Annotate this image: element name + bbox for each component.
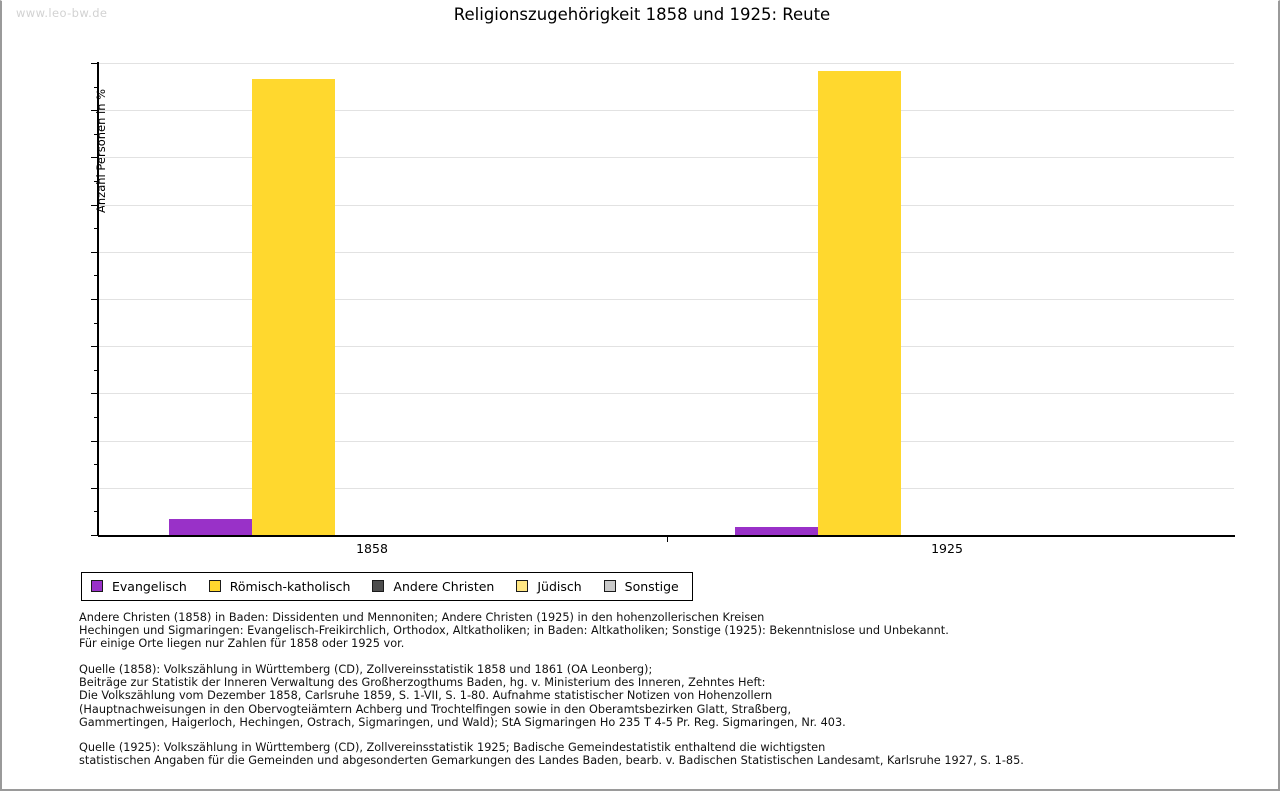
gridline — [99, 487, 1234, 489]
legend-label: Römisch-katholisch — [229, 578, 351, 594]
y-tick-minor — [94, 228, 99, 230]
bar-1925-0[interactable] — [734, 526, 818, 535]
legend-label: Jüdisch — [537, 578, 582, 594]
y-tick-minor — [94, 86, 99, 88]
gridline — [99, 393, 1234, 395]
y-tick-minor — [94, 322, 99, 324]
footnote-line: Hechingen und Sigmaringen: Evangelisch-F… — [79, 624, 949, 638]
x-axis-group-separator — [666, 535, 668, 542]
bar-1858-0[interactable] — [169, 518, 252, 535]
plot-area: Anzahl Personen in % 0102030405060708090… — [91, 62, 1235, 556]
gridline — [99, 251, 1234, 253]
legend-swatch-icon — [372, 580, 385, 592]
footnote-line: Quelle (1925): Volkszählung in Württembe… — [79, 741, 826, 754]
gridline — [99, 157, 1234, 159]
footnote-line: Die Volkszählung vom Dezember 1858, Carl… — [79, 689, 773, 703]
legend-swatch-icon — [516, 580, 529, 592]
footnote-line: Beiträge zur Statistik der Inneren Verwa… — [79, 676, 766, 690]
gridline — [99, 63, 1234, 64]
page-title: Religionszugehörigkeit 1858 und 1925: Re… — [453, 5, 831, 24]
footnote-line: Für einige Orte liegen nur Zahlen für 18… — [79, 637, 405, 651]
gridline — [99, 440, 1234, 442]
y-tick-minor — [94, 275, 99, 277]
legend-item-0[interactable]: Evangelisch — [91, 579, 187, 594]
y-tick-major — [91, 393, 99, 395]
y-tick-major — [91, 204, 99, 206]
footnote-line: statistischen Angaben für die Gemeinden … — [79, 754, 1024, 768]
footnote-source-1925: Quelle (1925): Volkszählung in Württembe… — [79, 741, 1024, 767]
y-tick-major — [91, 440, 99, 442]
y-tick-minor — [94, 369, 99, 371]
y-tick-minor — [94, 133, 99, 135]
legend-swatch-icon — [208, 580, 221, 592]
y-tick-major — [91, 346, 99, 348]
gridline — [99, 346, 1234, 348]
chart-legend: Evangelisch Römisch-katholisch Andere Chri… — [81, 572, 693, 601]
legend-item-2[interactable]: Andere Christen — [372, 579, 494, 594]
legend-item-1[interactable]: Römisch-katholisch — [208, 578, 351, 594]
y-tick-minor — [94, 511, 99, 513]
bar-1858-1[interactable] — [252, 79, 335, 535]
legend-label: Evangelisch — [112, 578, 187, 594]
watermark-label: www.leo-bw.de — [16, 6, 108, 20]
y-tick-major — [91, 535, 99, 536]
gridline — [99, 110, 1234, 112]
footnote-line: Quelle (1858): Volkszählung in Württembe… — [79, 663, 653, 676]
y-tick-major — [91, 487, 99, 489]
legend-swatch-icon — [603, 580, 616, 592]
gridline — [99, 204, 1234, 206]
legend-label: Sonstige — [624, 578, 679, 594]
y-tick-major — [91, 110, 99, 112]
y-tick-major — [91, 63, 99, 64]
legend-swatch-icon — [91, 580, 103, 592]
y-tick-major — [91, 157, 99, 159]
gridline — [99, 299, 1234, 300]
y-tick-minor — [94, 417, 99, 418]
x-group-label-1925: 1925 — [931, 541, 963, 556]
x-group-label-1858: 1858 — [356, 541, 388, 556]
y-tick-minor — [94, 181, 99, 182]
legend-item-3[interactable]: Jüdisch — [516, 578, 582, 594]
footnote-line: Gammertingen, Haigerloch, Hechingen, Ost… — [79, 715, 846, 729]
footnote-definitions: Andere Christen (1858) in Baden: Disside… — [79, 611, 949, 651]
footnote-line: Andere Christen (1858) in Baden: Disside… — [79, 611, 765, 624]
legend-label: Andere Christen — [393, 578, 495, 594]
footnote-line: (Hauptnachweisungen in den Obervogteiämt… — [79, 702, 792, 716]
y-tick-minor — [94, 464, 99, 466]
y-tick-major — [91, 251, 99, 253]
footnote-source-1858: Quelle (1858): Volkszählung in Württembe… — [79, 663, 846, 729]
bar-1925-1[interactable] — [817, 71, 901, 535]
legend-item-4[interactable]: Sonstige — [603, 578, 679, 594]
y-tick-major — [91, 299, 99, 300]
